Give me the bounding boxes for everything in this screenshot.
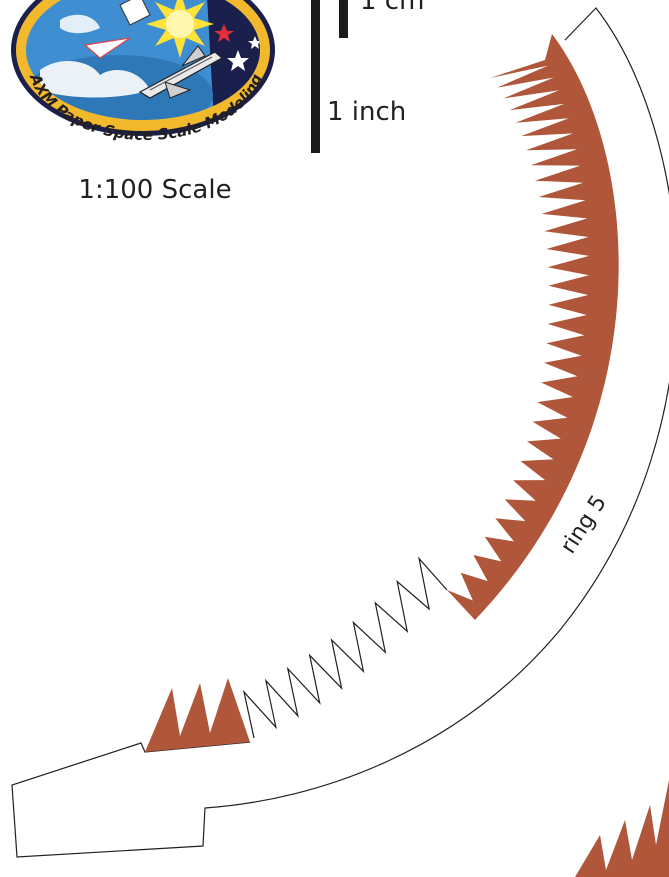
scale-label: 1:100 Scale — [78, 175, 231, 205]
scale-bar-inch — [311, 0, 320, 153]
star-icon — [227, 36, 260, 71]
next-part-teeth — [575, 780, 669, 877]
scale-bar-cm-label: 1 cm — [360, 0, 424, 16]
next-part-fragment — [575, 780, 669, 877]
glue-tab-teeth — [145, 678, 250, 752]
scale-bar-inch-label: 1 inch — [327, 97, 406, 127]
logo-clouds — [40, 60, 150, 98]
mission-patch-logo: AXM Paper Space Scale Modeling — [11, 0, 275, 144]
glue-band — [447, 34, 619, 620]
scale-bar-cm — [339, 0, 348, 38]
paper-plane-icon — [83, 37, 131, 59]
paper-sheet-icon — [119, 0, 151, 26]
ring-outline — [11, 7, 669, 858]
sun-icon — [146, 0, 214, 58]
space-shuttle-icon — [138, 45, 224, 99]
star-icon — [214, 24, 234, 42]
zigzag-cut-line — [242, 556, 448, 739]
ring-5-part: ring 5 — [11, 7, 669, 858]
ring-label: ring 5 — [556, 491, 612, 558]
logo-night-sky — [205, 0, 260, 120]
